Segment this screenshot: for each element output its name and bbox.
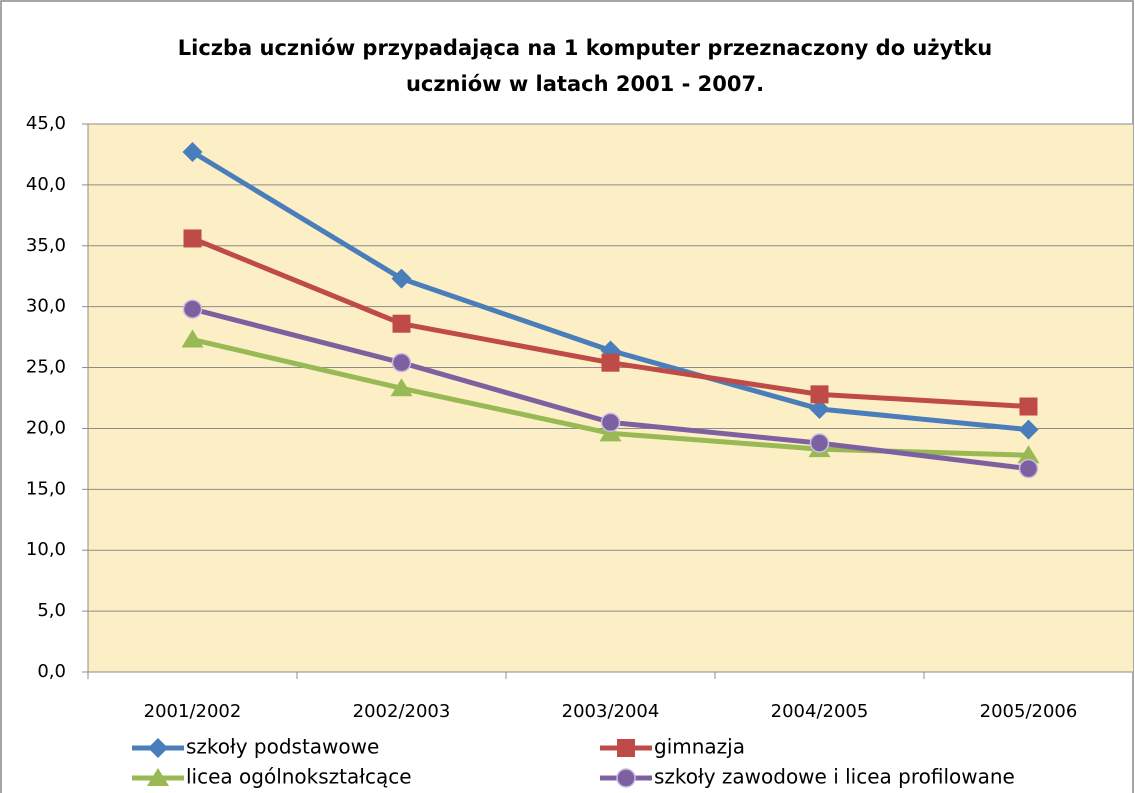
x-tick-label: 2003/2004	[562, 701, 660, 722]
marker	[617, 739, 635, 757]
marker	[392, 314, 411, 333]
y-tick-label: 15,0	[26, 478, 66, 499]
legend-label: szkoły podstawowe	[186, 735, 379, 759]
marker	[1017, 445, 1040, 464]
x-tick-label: 2001/2002	[144, 701, 242, 722]
x-tick-label: 2002/2003	[353, 701, 451, 722]
marker	[1018, 419, 1039, 440]
plot-area	[88, 124, 1133, 672]
x-tick-label: 2004/2005	[771, 701, 869, 722]
legend-label: licea ogólnokształcące	[186, 765, 412, 789]
y-tick-label: 20,0	[26, 417, 66, 438]
marker	[809, 433, 830, 453]
x-tick-label: 2005/2006	[980, 701, 1078, 722]
marker	[181, 329, 204, 348]
marker	[390, 378, 413, 397]
legend-label: gimnazja	[654, 735, 745, 759]
marker	[147, 768, 169, 786]
y-tick-label: 25,0	[26, 357, 66, 378]
y-tick-label: 40,0	[26, 174, 66, 195]
marker	[182, 142, 203, 163]
marker	[599, 423, 622, 442]
marker	[1019, 397, 1038, 416]
y-tick-label: 0,0	[37, 661, 66, 682]
marker	[616, 768, 636, 788]
y-tick-label: 10,0	[26, 539, 66, 560]
y-tick-label: 30,0	[26, 296, 66, 317]
marker	[600, 412, 621, 433]
marker	[1018, 458, 1039, 479]
marker	[391, 352, 412, 373]
chart-title: Liczba uczniów przypadająca na 1 kompute…	[178, 36, 993, 60]
marker	[391, 268, 412, 289]
chart-title: uczniów w latach 2001 - 2007.	[406, 72, 764, 96]
y-tick-label: 5,0	[37, 600, 66, 621]
y-tick-label: 35,0	[26, 235, 66, 256]
marker	[809, 398, 830, 419]
marker	[148, 738, 168, 758]
marker	[810, 385, 829, 404]
marker	[182, 299, 203, 319]
y-tick-label: 45,0	[26, 113, 66, 134]
legend-label: szkoły zawodowe i licea profilowane	[654, 765, 1015, 789]
marker	[601, 353, 620, 372]
marker	[183, 229, 202, 248]
